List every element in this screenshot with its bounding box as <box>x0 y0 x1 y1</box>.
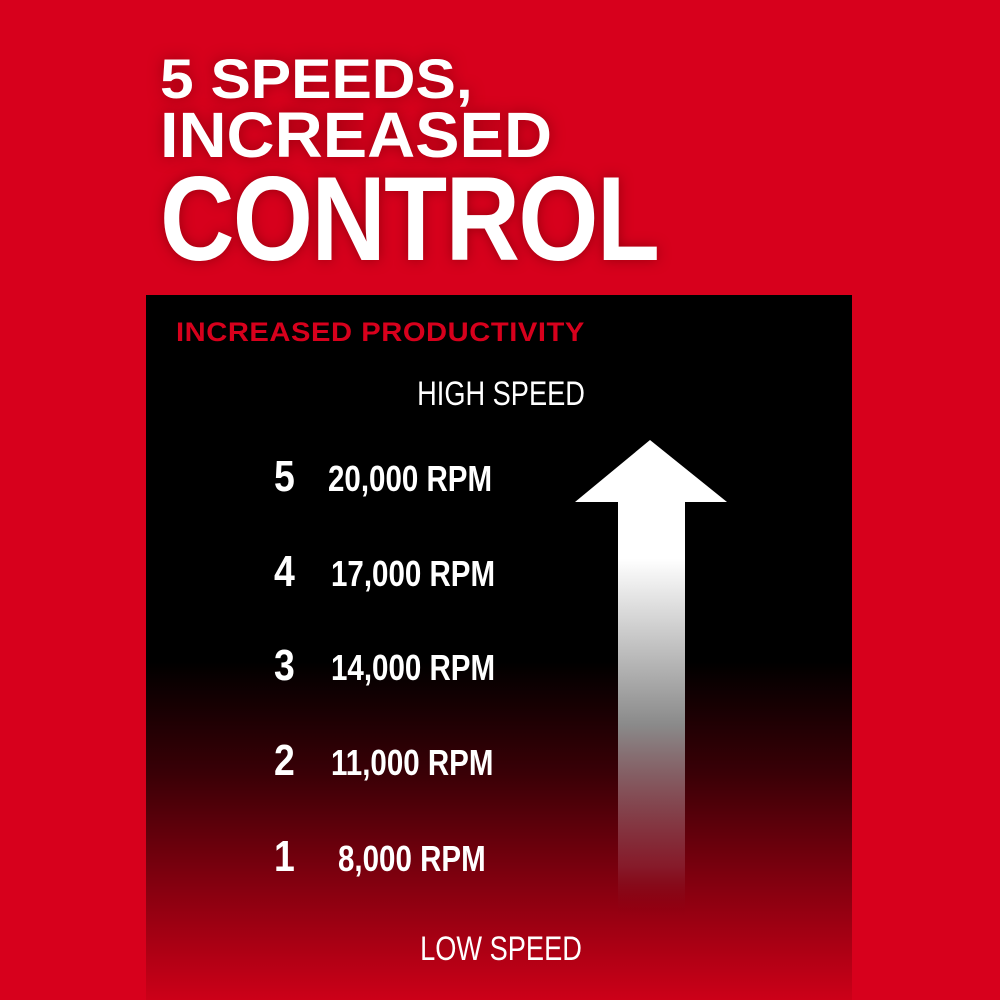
speed-rpm: 20,000 RPM <box>328 458 493 499</box>
speed-rpm: 17,000 RPM <box>331 553 496 594</box>
speed-setting: 3 <box>274 641 295 690</box>
headline-line-3: CONTROL <box>160 152 660 286</box>
high-speed-label: HIGH SPEED <box>417 375 585 413</box>
panel-subtitle: INCREASED PRODUCTIVITY <box>176 317 585 347</box>
speed-setting: 1 <box>274 832 295 881</box>
speed-rpm: 11,000 RPM <box>331 742 494 783</box>
speed-setting: 4 <box>274 547 295 596</box>
up-arrow-icon <box>575 440 727 915</box>
speed-rpm: 14,000 RPM <box>331 647 496 688</box>
headline-line-1: 5 SPEEDS, <box>160 47 473 110</box>
speed-setting: 2 <box>274 736 295 785</box>
speed-panel: INCREASED PRODUCTIVITY HIGH SPEED LOW SP… <box>146 295 852 1000</box>
speed-setting: 5 <box>274 452 295 501</box>
speed-rpm: 8,000 RPM <box>338 838 486 879</box>
low-speed-label: LOW SPEED <box>420 930 582 968</box>
headline-line-2: INCREASED <box>160 99 553 171</box>
